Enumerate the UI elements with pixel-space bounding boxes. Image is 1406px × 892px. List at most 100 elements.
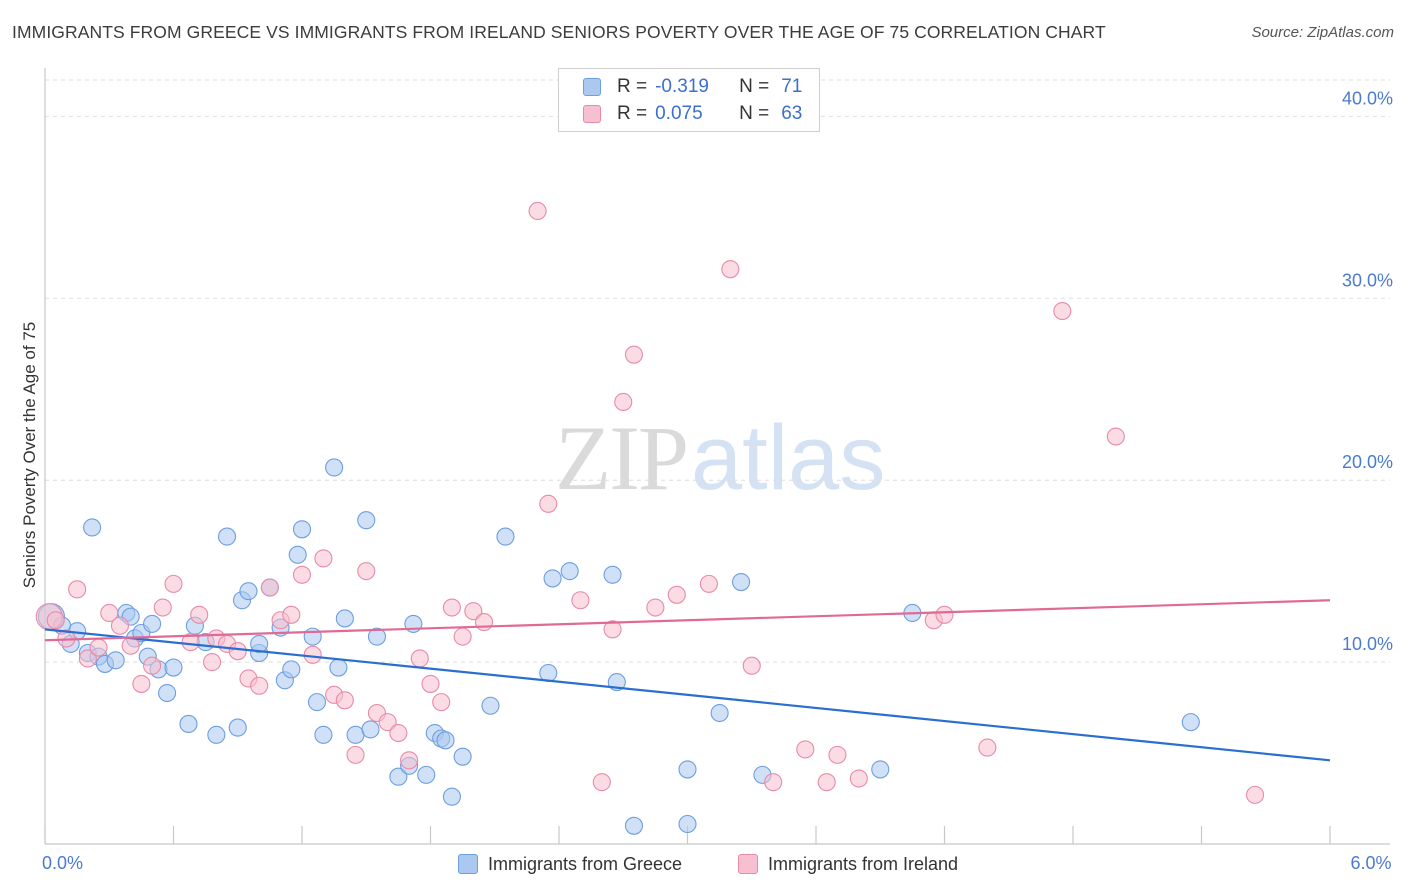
ireland-point-18 [228,642,247,661]
source-credit: Source: ZipAtlas.com [1251,24,1394,41]
ireland-point-46 [603,620,622,639]
greece-point-37 [325,458,344,477]
greece-point-54 [496,527,515,546]
ireland-point-48 [624,345,644,364]
greece-point-66 [871,760,890,779]
greece-point-16 [158,683,177,703]
ireland-point-56 [817,773,836,792]
ireland-point-1 [46,611,65,630]
greece-point-51 [442,787,461,806]
ireland-point-4 [78,649,97,668]
ireland-point-11 [153,598,172,617]
bottom-legend-greece: Immigrants from Greece [458,852,682,876]
greece-point-18 [179,714,198,733]
ireland-point-47 [614,392,633,412]
greece-point-33 [292,520,312,539]
greece-point-52 [453,747,472,766]
greece-point-32 [288,545,307,564]
greece-trend-line [44,628,1331,762]
ireland-point-12 [164,574,183,593]
greece-point-38 [329,658,348,677]
ireland-n-label: N = [739,103,770,124]
ireland-r-value: 0.075 [655,103,703,124]
grid [45,79,1390,663]
ireland-point-28 [335,691,354,710]
bottom-greece-swatch [458,854,478,874]
greece-r-value: -0.319 [655,76,709,97]
ireland-point-25 [303,645,322,664]
greece-point-40 [346,725,365,744]
greece-point-62 [678,814,697,834]
ireland-point-32 [378,713,397,732]
ireland-point-54 [764,773,783,792]
ireland-point-58 [849,769,868,788]
ireland-point-50 [667,585,686,604]
ireland-point-60 [935,605,954,624]
greece-point-61 [678,760,697,779]
greece-n-label: N = [739,76,770,97]
greece-point-53 [481,696,500,715]
ireland-point-34 [400,751,419,770]
ireland-point-21 [260,578,279,597]
tick-labels: 10.0% 20.0% 30.0% 40.0% 0.0% 6.0% [42,88,1393,873]
greece-swatch [583,78,601,96]
ireland-point-41 [474,613,494,632]
watermark: ZIPatlas [555,405,885,511]
ireland-point-44 [571,591,590,610]
ireland-point-51 [699,574,718,593]
ireland-swatch [583,105,601,123]
ireland-point-10 [143,656,162,675]
greece-point-25 [239,582,258,601]
ireland-r-label: R = [617,103,648,124]
ireland-point-3 [68,580,87,599]
ireland-point-26 [314,549,333,568]
greece-point-41 [357,511,376,530]
ireland-point-43 [539,494,558,513]
ireland-point-24 [292,565,312,584]
greece-point-35 [307,693,327,712]
legend-row-greece: R = -0.319 N = 71 [583,74,802,100]
greece-point-21 [207,725,226,744]
ireland-point-14 [190,605,209,624]
ireland-point-55 [796,740,815,759]
bottom-legend-ireland: Immigrants from Ireland [738,852,958,876]
greece-point-44 [389,767,408,786]
greece-point-8 [106,651,125,670]
greece-point-14 [143,614,162,633]
trend-lines [44,599,1331,762]
watermark-atlas: atlas [691,407,886,509]
ireland-point-35 [410,649,429,668]
greece-point-23 [228,718,247,737]
greece-points [37,458,1200,835]
ireland-point-63 [1106,427,1125,446]
greece-point-22 [217,527,237,546]
greece-point-43 [367,627,387,646]
ireland-point-40 [464,602,483,621]
ireland-point-6 [100,603,119,623]
greece-point-60 [624,816,644,835]
ireland-point-33 [389,723,408,743]
greece-point-5 [83,518,102,537]
greece-point-42 [361,720,380,739]
ireland-point-7 [110,616,130,635]
greece-point-47 [417,765,436,784]
greece-point-57 [560,562,579,581]
bottom-ireland-swatch [738,854,758,874]
ireland-point-30 [357,562,376,581]
greece-point-27 [250,634,269,653]
ireland-point-53 [742,656,761,675]
ireland-point-5 [89,638,108,657]
greece-point-39 [335,609,354,628]
y-tick-label-3: 40.0% [1342,88,1393,108]
x-tick-label-1: 6.0% [1350,853,1391,873]
x-tick-label-0: 0.0% [42,853,83,873]
ireland-point-61 [978,738,997,757]
ireland-point-36 [421,674,440,693]
ireland-point-23 [282,605,301,624]
greece-point-17 [164,658,183,677]
bottom-greece-label: Immigrants from Greece [488,853,683,874]
greece-point-68 [1181,713,1200,732]
greece-n-value: 71 [781,76,803,97]
ireland-point-29 [346,745,365,764]
